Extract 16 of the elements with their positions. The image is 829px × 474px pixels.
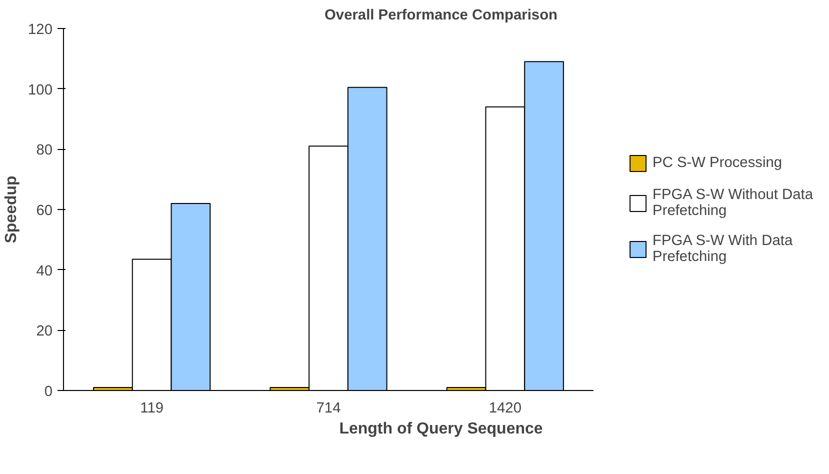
legend-label: FPGA S-W Without Data Prefetching bbox=[652, 187, 813, 219]
chart-title: Overall Performance Comparison bbox=[324, 8, 558, 24]
x-tick-label: 714 bbox=[316, 400, 341, 416]
x-tick-label: 1420 bbox=[488, 400, 522, 416]
y-tick-label: 120 bbox=[28, 22, 53, 38]
y-tick-label: 0 bbox=[44, 384, 53, 400]
y-tick-label: 100 bbox=[28, 82, 53, 98]
y-tick-label: 20 bbox=[36, 324, 53, 340]
y-axis-title: Speedup bbox=[3, 175, 20, 244]
x-tick-label: 119 bbox=[140, 400, 164, 416]
y-tick-label: 80 bbox=[36, 142, 53, 159]
y-tick-label: 40 bbox=[36, 263, 53, 280]
legend-label: PC S-W Processing bbox=[652, 155, 782, 171]
y-tick-label: 60 bbox=[36, 203, 53, 219]
x-axis-title: Length of Query Sequence bbox=[339, 420, 543, 438]
legend-label: FPGA S-W With Data Prefetching bbox=[652, 233, 793, 265]
